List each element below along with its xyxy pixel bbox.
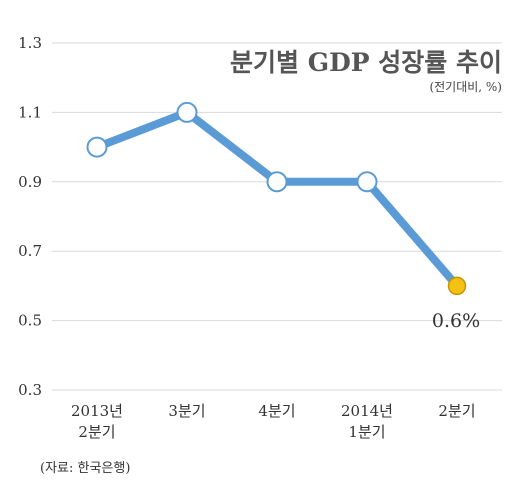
y-tick-label: 1.1 bbox=[18, 103, 42, 121]
x-axis-ticks: 2013년 2분기 3분기 4분기 2014년 1분기 2분기 bbox=[71, 402, 476, 441]
series-line bbox=[93, 108, 461, 290]
x-tick-label: 3분기 bbox=[168, 402, 205, 420]
x-tick-label: 4분기 bbox=[258, 402, 295, 420]
y-axis-ticks: 0.3 0.5 0.7 0.9 1.1 1.3 bbox=[18, 34, 42, 399]
chart-subtitle: (전기대비, %) bbox=[429, 80, 502, 94]
x-tick-label: 2분기 bbox=[438, 402, 475, 420]
gridlines bbox=[52, 42, 502, 391]
y-tick-label: 0.3 bbox=[18, 381, 42, 399]
y-tick-label: 0.7 bbox=[18, 242, 42, 260]
highlight-data-label: 0.6% bbox=[432, 310, 480, 332]
data-points bbox=[86, 101, 467, 296]
data-point bbox=[176, 101, 198, 123]
series-growth bbox=[93, 108, 461, 290]
chart-title: 분기별 GDP 성장률 추이 bbox=[230, 48, 502, 77]
y-tick-label: 1.3 bbox=[18, 34, 42, 52]
y-tick-label: 0.5 bbox=[18, 312, 42, 330]
source-note: (자료: 한국은행) bbox=[40, 460, 130, 476]
data-point bbox=[266, 171, 288, 193]
data-point bbox=[86, 136, 108, 158]
x-tick-label: 2013년 bbox=[71, 402, 123, 420]
x-tick-label: 2014년 bbox=[341, 402, 393, 420]
data-point bbox=[356, 171, 378, 193]
x-tick-label: 1분기 bbox=[348, 423, 385, 441]
y-tick-label: 0.9 bbox=[18, 173, 42, 191]
highlight-data-point bbox=[447, 276, 467, 296]
x-tick-label: 2분기 bbox=[78, 423, 115, 441]
